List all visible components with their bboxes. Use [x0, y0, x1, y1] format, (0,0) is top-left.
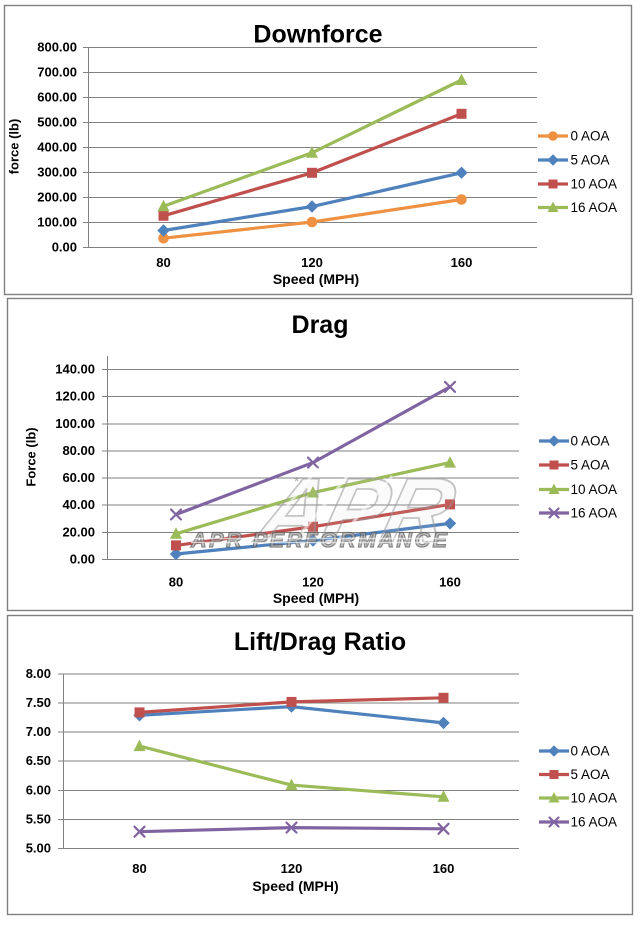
svg-text:80: 80: [169, 575, 183, 590]
svg-text:40.00: 40.00: [62, 497, 95, 512]
svg-text:120.00: 120.00: [55, 389, 95, 404]
svg-text:Downforce: Downforce: [253, 21, 382, 49]
svg-text:16 AOA: 16 AOA: [571, 815, 618, 830]
svg-text:10 AOA: 10 AOA: [571, 791, 618, 806]
svg-text:200.00: 200.00: [37, 190, 77, 205]
svg-text:100.00: 100.00: [37, 215, 77, 230]
svg-text:6.00: 6.00: [26, 782, 51, 797]
svg-text:Force (lb): Force (lb): [24, 427, 39, 486]
svg-text:5 AOA: 5 AOA: [571, 767, 610, 782]
svg-text:16 AOA: 16 AOA: [571, 200, 618, 215]
svg-text:7.50: 7.50: [26, 695, 51, 710]
svg-text:300.00: 300.00: [37, 165, 77, 180]
svg-text:80: 80: [156, 255, 170, 270]
svg-text:0.00: 0.00: [52, 240, 77, 255]
svg-text:0 AOA: 0 AOA: [571, 744, 610, 759]
svg-text:Speed (MPH): Speed (MPH): [252, 878, 338, 894]
svg-text:160: 160: [433, 861, 455, 876]
svg-text:60.00: 60.00: [62, 470, 95, 485]
svg-text:100.00: 100.00: [55, 416, 95, 431]
svg-text:160: 160: [451, 255, 473, 270]
svg-text:0 AOA: 0 AOA: [571, 434, 610, 449]
svg-text:8.00: 8.00: [26, 666, 51, 681]
svg-text:Speed (MPH): Speed (MPH): [273, 590, 359, 606]
svg-text:800.00: 800.00: [37, 40, 77, 55]
svg-text:APR PERFORMANCE: APR PERFORMANCE: [190, 528, 448, 552]
svg-text:Drag: Drag: [292, 311, 349, 339]
svg-text:0.00: 0.00: [70, 552, 95, 567]
svg-text:20.00: 20.00: [62, 524, 95, 539]
svg-text:Speed (MPH): Speed (MPH): [273, 271, 359, 287]
svg-text:5 AOA: 5 AOA: [571, 458, 610, 473]
svg-text:0 AOA: 0 AOA: [571, 129, 610, 144]
svg-text:*: *: [294, 474, 299, 489]
svg-text:7.00: 7.00: [26, 724, 51, 739]
svg-text:120: 120: [301, 255, 323, 270]
svg-text:80: 80: [132, 861, 146, 876]
svg-text:5.50: 5.50: [26, 811, 51, 826]
svg-text:80.00: 80.00: [62, 443, 95, 458]
svg-text:10 AOA: 10 AOA: [571, 177, 618, 192]
svg-text:120: 120: [281, 861, 303, 876]
svg-text:600.00: 600.00: [37, 90, 77, 105]
svg-text:6.50: 6.50: [26, 753, 51, 768]
svg-text:10 AOA: 10 AOA: [571, 482, 618, 497]
svg-text:Lift/Drag Ratio: Lift/Drag Ratio: [234, 628, 406, 656]
svg-text:400.00: 400.00: [37, 140, 77, 155]
svg-text:force (lb): force (lb): [7, 119, 22, 175]
svg-text:500.00: 500.00: [37, 115, 77, 130]
svg-text:5 AOA: 5 AOA: [571, 153, 610, 168]
svg-text:700.00: 700.00: [37, 65, 77, 80]
svg-text:140.00: 140.00: [55, 362, 95, 377]
svg-text:APR: APR: [247, 458, 465, 561]
svg-text:16 AOA: 16 AOA: [571, 506, 618, 521]
svg-text:120: 120: [302, 575, 324, 590]
svg-text:160: 160: [439, 575, 461, 590]
svg-text:5.00: 5.00: [26, 841, 51, 856]
